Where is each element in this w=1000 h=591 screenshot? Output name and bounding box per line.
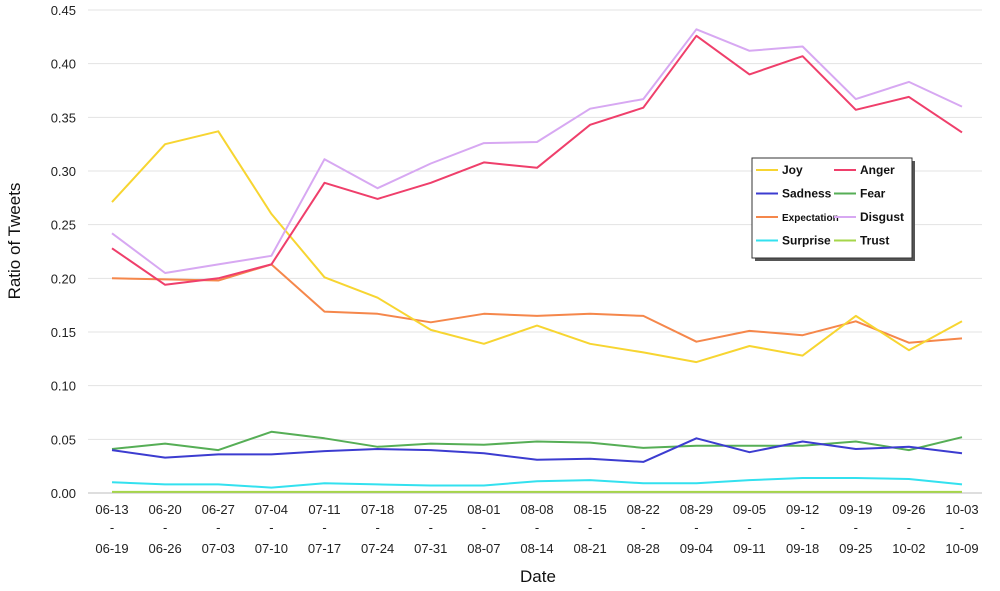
x-tick-label-sep: - (269, 520, 273, 535)
x-tick-label-start: 08-01 (467, 502, 500, 517)
legend-label-anger: Anger (860, 163, 895, 177)
x-tick-label-start: 06-20 (149, 502, 182, 517)
x-tick-label-end: 07-31 (414, 541, 447, 556)
x-tick-label-start: 10-03 (945, 502, 978, 517)
x-tick-label-end: 08-21 (574, 541, 607, 556)
x-tick-label-start: 09-19 (839, 502, 872, 517)
legend-label-surprise: Surprise (782, 234, 831, 248)
legend-label-disgust: Disgust (860, 210, 904, 224)
y-tick-label: 0.20 (51, 271, 76, 286)
legend-label-expectation: Expectation (782, 213, 839, 224)
series-line-surprise (111, 477, 963, 489)
x-tick-label-start: 06-27 (202, 502, 235, 517)
x-tick-label-start: 07-04 (255, 502, 288, 517)
x-tick-label-end: 09-11 (733, 541, 765, 556)
y-tick-label: 0.05 (51, 432, 76, 447)
x-tick-label-sep: - (429, 520, 433, 535)
y-tick-label: 0.00 (51, 486, 76, 501)
x-tick-label-sep: - (747, 520, 751, 535)
x-tick-label-end: 06-26 (149, 541, 182, 556)
x-tick-label-sep: - (163, 520, 167, 535)
series-line-fear (111, 430, 963, 452)
x-tick-label-end: 09-04 (680, 541, 713, 556)
legend-label-sadness: Sadness (782, 187, 832, 201)
series-line-joy (111, 130, 963, 364)
x-tick-label-start: 06-13 (95, 502, 128, 517)
x-tick-label-sep: - (110, 520, 114, 535)
x-tick-label-start: 07-25 (414, 502, 447, 517)
y-axis-title: Ratio of Tweets (5, 183, 24, 300)
x-tick-label-sep: - (641, 520, 645, 535)
x-tick-label-sep: - (800, 520, 804, 535)
x-tick-label-end: 07-17 (308, 541, 341, 556)
y-tick-label: 0.40 (51, 57, 76, 72)
x-tick-label-sep: - (375, 520, 379, 535)
y-tick-label: 0.15 (51, 325, 76, 340)
x-tick-label-end: 08-14 (520, 541, 553, 556)
legend: Joy Anger Sadness Fear Expectation Disgust Sur… (751, 157, 915, 261)
y-tick-label: 0.45 (51, 3, 76, 18)
x-tick-label-start: 07-18 (361, 502, 394, 517)
legend-box (751, 157, 913, 259)
x-tick-label-start: 08-29 (680, 502, 713, 517)
x-tick-label-end: 08-07 (467, 541, 500, 556)
legend-label-trust: Trust (860, 234, 889, 248)
series-line-anger (111, 34, 963, 286)
series-line-sadness (111, 437, 963, 463)
x-tick-label-sep: - (854, 520, 858, 535)
x-tick-label-sep: - (535, 520, 539, 535)
x-tick-label-end: 07-10 (255, 541, 288, 556)
series-lines (111, 28, 963, 493)
x-tick-label-sep: - (216, 520, 220, 535)
x-tick-label-end: 06-19 (95, 541, 128, 556)
x-tick-label-end: 08-28 (627, 541, 660, 556)
x-tick-label-start: 07-11 (308, 502, 340, 517)
y-tick-label: 0.10 (51, 379, 76, 394)
y-axis-tick-labels: 0.00 0.05 0.10 0.15 0.20 0.25 0.30 0.35 0.40 0.45 (51, 3, 76, 501)
x-tick-label-end: 07-03 (202, 541, 235, 556)
x-tick-label-end: 07-24 (361, 541, 394, 556)
x-axis-title: Date (520, 567, 556, 586)
y-tick-label: 0.30 (51, 164, 76, 179)
x-tick-label-sep: - (322, 520, 326, 535)
x-tick-label-sep: - (588, 520, 592, 535)
x-tick-label-start: 08-08 (520, 502, 553, 517)
x-tick-label-end: 09-18 (786, 541, 819, 556)
x-tick-label-sep: - (482, 520, 486, 535)
legend-label-joy: Joy (782, 163, 803, 177)
x-tick-label-start: 09-26 (892, 502, 925, 517)
grid-lines (88, 9, 982, 494)
x-tick-label-start: 09-05 (733, 502, 766, 517)
legend-label-fear: Fear (860, 187, 886, 201)
x-tick-label-sep: - (907, 520, 911, 535)
x-tick-label-start: 09-12 (786, 502, 819, 517)
x-tick-label-sep: - (694, 520, 698, 535)
x-tick-label-end: 10-09 (945, 541, 978, 556)
x-tick-label-end: 09-25 (839, 541, 872, 556)
series-line-disgust (111, 28, 963, 274)
y-tick-label: 0.35 (51, 110, 76, 125)
x-tick-label-end: 10-02 (892, 541, 925, 556)
y-tick-label: 0.25 (51, 218, 76, 233)
x-tick-label-start: 08-15 (574, 502, 607, 517)
x-axis-tick-labels: 06-13 - 06-19 06-20 - 06-26 06-27 - 07-03 07-04 - 0… (95, 502, 978, 556)
x-tick-label-start: 08-22 (627, 502, 660, 517)
x-tick-label-sep: - (960, 520, 964, 535)
